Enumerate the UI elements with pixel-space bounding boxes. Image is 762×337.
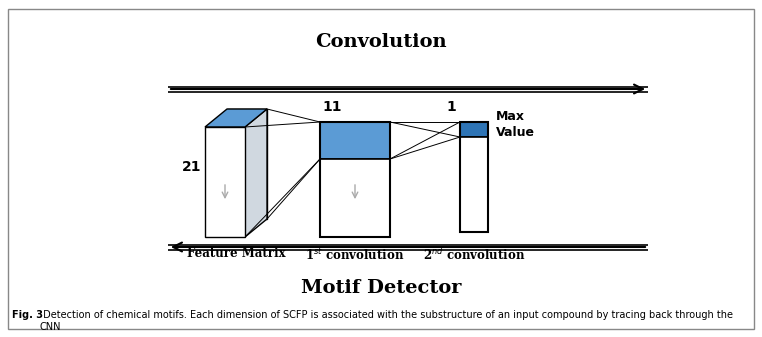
Polygon shape [320, 122, 390, 159]
Polygon shape [245, 109, 267, 237]
Text: 1$^{st}$ convolution: 1$^{st}$ convolution [306, 247, 405, 263]
Polygon shape [227, 109, 267, 219]
Text: Feature Matrix: Feature Matrix [187, 247, 285, 260]
Text: 2$^{nd}$ convolution: 2$^{nd}$ convolution [423, 247, 525, 263]
Polygon shape [460, 122, 488, 137]
Text: Max
Value: Max Value [496, 111, 535, 139]
Polygon shape [205, 109, 267, 127]
Polygon shape [205, 127, 245, 237]
Text: 21: 21 [181, 160, 201, 174]
Text: 11: 11 [322, 100, 341, 114]
Text: 1: 1 [447, 100, 456, 114]
Text: Detection of chemical motifs. Each dimension of SCFP is associated with the subs: Detection of chemical motifs. Each dimen… [40, 310, 733, 332]
Text: Fig. 3: Fig. 3 [12, 310, 43, 320]
FancyBboxPatch shape [8, 9, 754, 329]
Polygon shape [460, 137, 488, 232]
Text: Convolution: Convolution [315, 33, 447, 51]
Polygon shape [320, 159, 390, 237]
Text: Motif Detector: Motif Detector [301, 279, 461, 297]
